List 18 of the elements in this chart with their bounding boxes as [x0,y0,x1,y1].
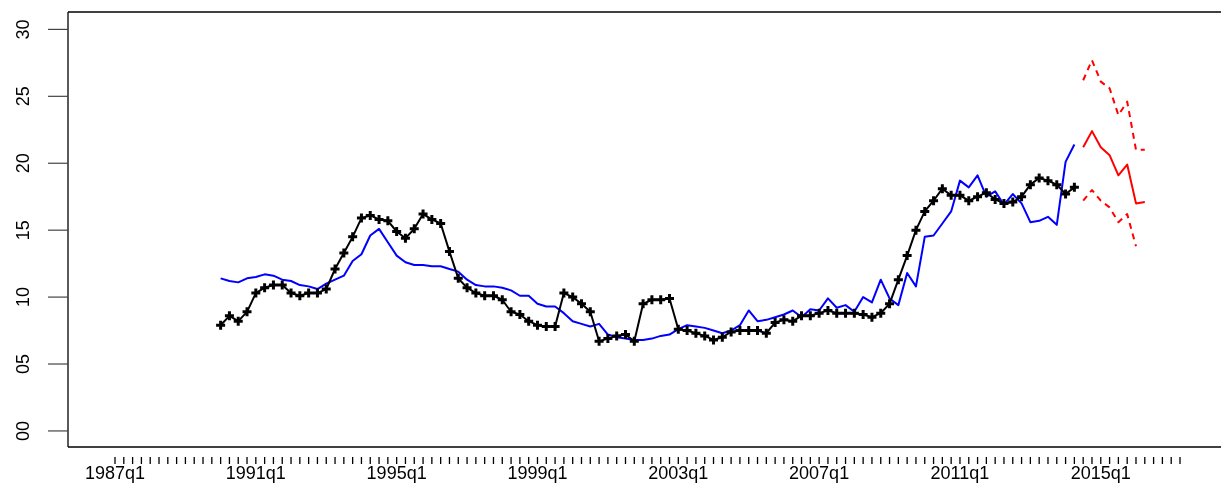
y-tick-label: 05 [13,354,33,375]
x-tick-label: 2003q1 [648,463,709,483]
line-series [1082,189,1137,248]
y-tick-label: 20 [13,153,33,174]
x-tick-label: 2015q1 [1070,463,1131,483]
x-tick-label: 1991q1 [225,463,286,483]
line-series [1082,59,1146,151]
y-tick-label: 15 [13,220,33,241]
y-tick-label: 00 [13,420,33,441]
y-tick-label: 25 [13,86,33,107]
y-tick-label: 10 [13,287,33,308]
x-tick-label: 2007q1 [789,463,850,483]
y-tick-label: 30 [13,19,33,40]
x-tick-label: 2011q1 [930,463,990,483]
x-tick-label: 1995q1 [366,463,427,483]
x-tick-label: 1987q1 [84,463,146,483]
x-tick-label: 1999q1 [507,463,568,483]
line-series [1082,130,1146,205]
